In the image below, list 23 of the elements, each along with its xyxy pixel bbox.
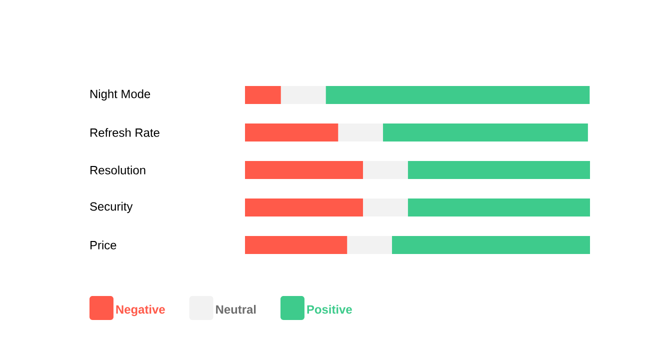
y-tick-label: Resolution — [90, 166, 146, 174]
bar — [245, 86, 281, 104]
bar — [362, 198, 408, 216]
bar — [245, 198, 363, 216]
bar — [245, 236, 348, 254]
bar — [408, 161, 590, 179]
bar — [392, 236, 590, 254]
y-tick-label: Security — [90, 202, 133, 214]
legend-label: Neutral — [216, 304, 256, 314]
legend-label: Negative — [116, 304, 165, 316]
bar — [408, 198, 590, 216]
y-tick-label: Night Mode — [90, 89, 150, 101]
bar — [338, 124, 384, 142]
bar — [347, 236, 392, 254]
bar — [280, 86, 326, 104]
legend-label: Positive — [307, 304, 352, 314]
bar — [383, 124, 588, 142]
bar — [362, 161, 408, 179]
bar — [245, 161, 363, 179]
y-tick-label: Price — [90, 240, 116, 250]
y-tick-label: Refresh Rate — [90, 128, 160, 137]
bar — [245, 124, 338, 142]
bar — [326, 86, 590, 104]
